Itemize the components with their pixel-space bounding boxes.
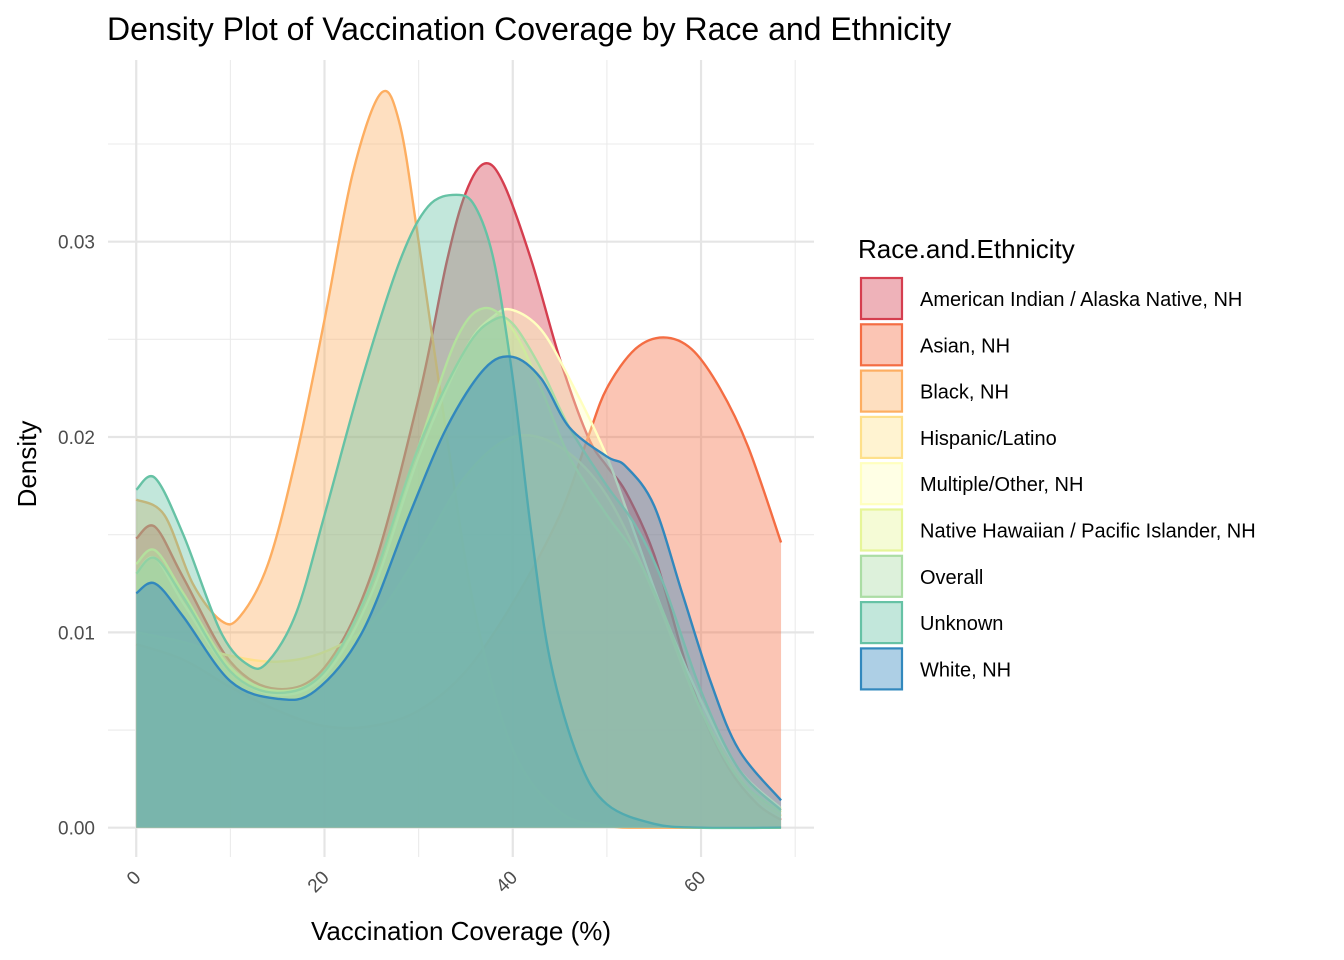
legend-swatch-overall: [859, 554, 904, 598]
chart-title: Density Plot of Vaccination Coverage by …: [107, 11, 951, 47]
legend-label-native-hawaiian-pacific-islander-nh: Native Hawaiian / Pacific Islander, NH: [920, 521, 1256, 543]
legend-swatch-hispanic-latino: [859, 415, 904, 459]
x-tick-label: 20: [304, 867, 334, 897]
legend-label-multiple-other-nh: Multiple/Other, NH: [920, 474, 1083, 496]
y-axis-title: Density: [12, 421, 42, 508]
density-area-asian-nh: [136, 337, 782, 828]
legend-swatch-white-nh: [859, 647, 904, 691]
y-axis-ticks: 0.00 0.01 0.02 0.03: [58, 233, 95, 840]
density-area-american-indian-alaska-native-nh: [136, 163, 782, 828]
legend: American Indian / Alaska Native, NH Asian…: [859, 276, 1256, 691]
legend-label-asian-nh: Asian, NH: [920, 335, 1010, 357]
legend-swatch-unknown: [859, 600, 904, 645]
legend-label-black-nh: Black, NH: [920, 382, 1009, 404]
legend-key-bg: [860, 277, 903, 320]
x-axis-ticks: 0 20 40 60: [123, 867, 710, 897]
legend-label-white-nh: White, NH: [920, 659, 1011, 681]
legend-swatch-american-indian-alaska-native-nh: [859, 276, 904, 321]
x-tick-label: 0: [123, 867, 145, 889]
legend-key-bg: [860, 415, 903, 459]
density-area-native-hawaiian-pacific-islander-nh: [136, 307, 782, 828]
legend-swatch-asian-nh: [859, 323, 904, 367]
legend-label-hispanic-latino: Hispanic/Latino: [920, 428, 1057, 450]
legend-label-unknown: Unknown: [920, 613, 1003, 635]
x-tick-label: 60: [680, 867, 710, 897]
density-line-white-nh: [135, 355, 782, 802]
legend-key-bg: [860, 647, 903, 691]
legend-key-bg: [860, 462, 903, 506]
density-line-unknown: [135, 193, 782, 830]
y-tick-label: 0.02: [58, 428, 95, 449]
legend-key-bg: [860, 508, 903, 552]
density-line-native-hawaiian-pacific-islander-nh: [135, 306, 782, 814]
legend-label-overall: Overall: [920, 567, 983, 589]
density-area-multiple-other-nh: [136, 309, 782, 828]
legend-swatch-native-hawaiian-pacific-islander-nh: [859, 508, 904, 552]
density-line-black-nh: [135, 89, 782, 830]
density-line-asian-nh: [135, 336, 783, 730]
density-area-white-nh: [136, 356, 782, 828]
legend-key-bg: [860, 554, 903, 598]
legend-label-american-indian-alaska-native-nh: American Indian / Alaska Native, NH: [920, 289, 1242, 311]
y-tick-label: 0.01: [58, 623, 95, 644]
x-axis-title: Vaccination Coverage (%): [311, 916, 611, 946]
density-area-unknown: [136, 194, 782, 828]
density-line-overall: [135, 315, 782, 811]
density-area-black-nh: [136, 90, 782, 828]
legend-swatch-black-nh: [859, 369, 904, 413]
legend-title: Race.and.Ethnicity: [858, 234, 1075, 264]
x-tick-label: 40: [492, 867, 522, 897]
legend-swatch-multiple-other-nh: [859, 462, 904, 506]
density-line-american-indian-alaska-native-nh: [135, 162, 782, 821]
legend-key-bg: [860, 369, 903, 413]
density-areas: [135, 89, 783, 830]
legend-key-bg: [860, 323, 903, 367]
y-tick-label: 0.00: [58, 819, 95, 840]
legend-key-bg: [860, 601, 903, 645]
y-tick-label: 0.03: [58, 233, 95, 254]
